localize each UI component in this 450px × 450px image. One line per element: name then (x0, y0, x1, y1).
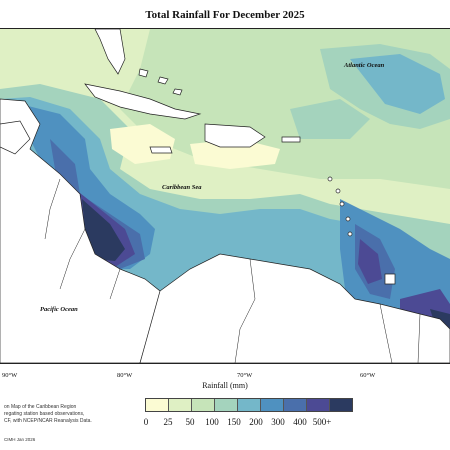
jamaica (149, 146, 173, 154)
dry-jamaica (110, 124, 175, 164)
bahamas-3 (172, 88, 183, 96)
antilles-4 (345, 216, 351, 222)
lon-label-60w: 60°W (360, 372, 376, 379)
bahamas-1 (138, 68, 149, 78)
legend-swatch-4 (238, 399, 261, 411)
legend-swatch-3 (215, 399, 238, 411)
legend-tick-label: 400 (293, 417, 307, 427)
band-100-atlantic-b (290, 99, 370, 139)
legend-swatch-5 (261, 399, 284, 411)
florida (94, 29, 126, 75)
border-central-2 (59, 228, 86, 290)
lon-label-90w: 90°W (2, 372, 18, 379)
legend-swatch-7 (307, 399, 330, 411)
antilles-5 (347, 231, 353, 237)
border-venezuela-guyana (379, 303, 393, 363)
dry-hispaniola (190, 139, 280, 169)
antilles-3 (339, 201, 345, 207)
trinidad (384, 273, 396, 285)
border-central-1 (44, 178, 61, 240)
credit-text: CIMH Jan 2026 (4, 437, 36, 442)
map-title: Total Rainfall For December 2025 (145, 9, 305, 21)
cuba (84, 83, 202, 120)
band-500-west (82, 199, 125, 261)
antilles-2 (335, 188, 341, 194)
legend-swatch-0 (146, 399, 169, 411)
legend-swatch-6 (284, 399, 307, 411)
legend-tick-label: 0 (143, 417, 149, 427)
bahamas-2 (157, 76, 169, 85)
legend-colorbar (145, 398, 353, 412)
lon-label-80w: 80°W (117, 372, 133, 379)
lon-label-70w: 70°W (237, 372, 253, 379)
legend-tick-label: 300 (271, 417, 285, 427)
border-guyana-suriname (417, 313, 421, 363)
legend-title: Rainfall (mm) (202, 381, 248, 390)
label-caribbean-sea: Caribbean Sea (162, 184, 202, 191)
legend-tick-label: 25 (163, 417, 173, 427)
country-borders (44, 178, 421, 363)
label-pacific-ocean: Pacific Ocean (40, 306, 78, 313)
antilles-1 (327, 176, 333, 182)
rainfall-map (0, 29, 450, 363)
legend-tick-label: 100 (205, 417, 219, 427)
caption-line-1: on Map of the Caribbean Region (4, 404, 77, 410)
band-400-east (358, 239, 382, 284)
border-colombia-venezuela (234, 258, 256, 363)
land-outlines (0, 29, 450, 363)
yucatan (0, 120, 31, 155)
south-america (139, 253, 450, 363)
band-150-atlantic (350, 54, 445, 114)
map-frame (0, 28, 450, 364)
legend-swatch-2 (192, 399, 215, 411)
puerto-rico (281, 136, 301, 143)
legend-tick-label: 200 (249, 417, 263, 427)
hispaniola (204, 123, 266, 148)
legend-tick-label: 50 (185, 417, 195, 427)
legend-swatch-8 (330, 399, 352, 411)
border-central-3 (109, 268, 121, 300)
caption-line-3: CF, with NCEP/NCAR Reanalysis Data. (4, 418, 92, 424)
legend-swatch-1 (169, 399, 192, 411)
label-atlantic-ocean: Atlantic Ocean (344, 62, 385, 69)
legend-tick-label: 500+ (312, 417, 332, 427)
caption-line-2: regating station based observations, (4, 411, 85, 417)
legend-tick-label: 150 (227, 417, 241, 427)
